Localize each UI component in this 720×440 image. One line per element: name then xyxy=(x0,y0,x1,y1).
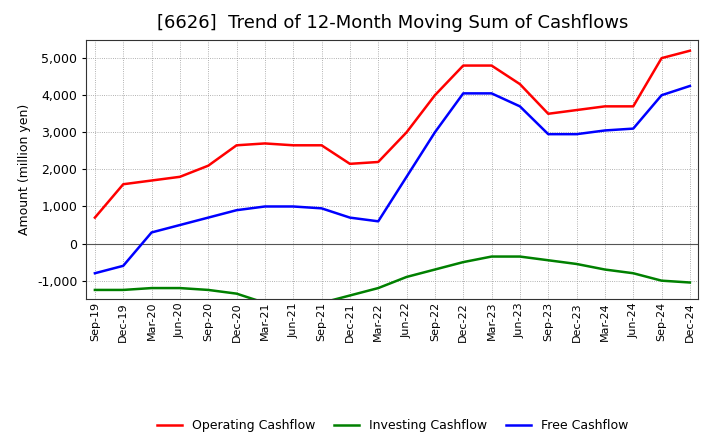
Operating Cashflow xyxy=(516,81,524,87)
Operating Cashflow xyxy=(629,104,637,109)
Line: Free Cashflow: Free Cashflow xyxy=(95,86,690,273)
Investing Cashflow xyxy=(685,280,694,285)
Free Cashflow xyxy=(544,132,552,137)
Operating Cashflow xyxy=(119,182,127,187)
Investing Cashflow xyxy=(289,304,297,309)
Free Cashflow xyxy=(657,92,666,98)
Operating Cashflow xyxy=(261,141,269,146)
Free Cashflow xyxy=(91,271,99,276)
Free Cashflow xyxy=(402,174,411,180)
Investing Cashflow xyxy=(402,274,411,279)
Legend: Operating Cashflow, Investing Cashflow, Free Cashflow: Operating Cashflow, Investing Cashflow, … xyxy=(152,414,633,437)
Operating Cashflow xyxy=(544,111,552,117)
Operating Cashflow xyxy=(91,215,99,220)
Investing Cashflow xyxy=(204,287,212,293)
Investing Cashflow xyxy=(487,254,496,259)
Free Cashflow xyxy=(459,91,467,96)
Investing Cashflow xyxy=(148,286,156,291)
Operating Cashflow xyxy=(289,143,297,148)
Operating Cashflow xyxy=(233,143,241,148)
Investing Cashflow xyxy=(572,261,581,267)
Investing Cashflow xyxy=(629,271,637,276)
Investing Cashflow xyxy=(459,260,467,265)
Investing Cashflow xyxy=(261,300,269,305)
Title: [6626]  Trend of 12-Month Moving Sum of Cashflows: [6626] Trend of 12-Month Moving Sum of C… xyxy=(157,15,628,33)
Investing Cashflow xyxy=(176,286,184,291)
Free Cashflow xyxy=(516,104,524,109)
Free Cashflow xyxy=(374,219,382,224)
Operating Cashflow xyxy=(374,159,382,165)
Free Cashflow xyxy=(346,215,354,220)
Y-axis label: Amount (million yen): Amount (million yen) xyxy=(19,104,32,235)
Operating Cashflow xyxy=(204,163,212,169)
Investing Cashflow xyxy=(657,278,666,283)
Operating Cashflow xyxy=(318,143,326,148)
Operating Cashflow xyxy=(572,107,581,113)
Free Cashflow xyxy=(600,128,609,133)
Operating Cashflow xyxy=(176,174,184,180)
Investing Cashflow xyxy=(91,287,99,293)
Free Cashflow xyxy=(261,204,269,209)
Free Cashflow xyxy=(204,215,212,220)
Free Cashflow xyxy=(176,222,184,227)
Free Cashflow xyxy=(289,204,297,209)
Investing Cashflow xyxy=(544,258,552,263)
Operating Cashflow xyxy=(431,92,439,98)
Operating Cashflow xyxy=(148,178,156,183)
Operating Cashflow xyxy=(487,63,496,68)
Investing Cashflow xyxy=(431,267,439,272)
Investing Cashflow xyxy=(119,287,127,293)
Free Cashflow xyxy=(119,263,127,268)
Operating Cashflow xyxy=(600,104,609,109)
Investing Cashflow xyxy=(318,300,326,305)
Operating Cashflow xyxy=(685,48,694,53)
Operating Cashflow xyxy=(657,55,666,61)
Operating Cashflow xyxy=(346,161,354,166)
Line: Investing Cashflow: Investing Cashflow xyxy=(95,257,690,307)
Operating Cashflow xyxy=(459,63,467,68)
Investing Cashflow xyxy=(516,254,524,259)
Free Cashflow xyxy=(318,205,326,211)
Free Cashflow xyxy=(487,91,496,96)
Line: Operating Cashflow: Operating Cashflow xyxy=(95,51,690,218)
Free Cashflow xyxy=(685,83,694,88)
Investing Cashflow xyxy=(233,291,241,296)
Free Cashflow xyxy=(629,126,637,131)
Investing Cashflow xyxy=(346,293,354,298)
Free Cashflow xyxy=(148,230,156,235)
Free Cashflow xyxy=(572,132,581,137)
Investing Cashflow xyxy=(374,286,382,291)
Investing Cashflow xyxy=(600,267,609,272)
Free Cashflow xyxy=(431,130,439,135)
Operating Cashflow xyxy=(402,130,411,135)
Free Cashflow xyxy=(233,208,241,213)
